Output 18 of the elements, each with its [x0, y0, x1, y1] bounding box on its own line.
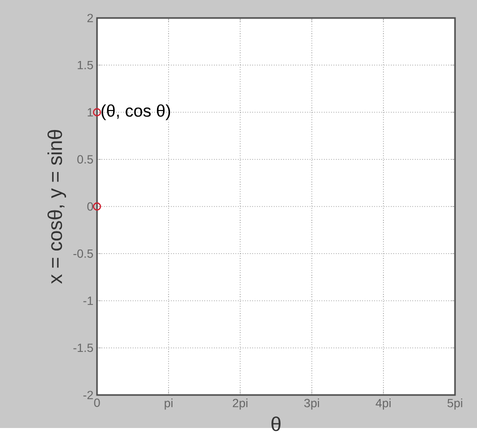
y-tick-label: 0.5 — [77, 154, 93, 164]
x-tick-label: 2pi — [232, 398, 248, 410]
y-tick-label: -1.5 — [73, 343, 93, 352]
y-axis-title: x = cosθ, y = sinθ — [47, 130, 66, 284]
x-tick-label: 5pi — [448, 398, 462, 410]
y-tick-label: 0 — [87, 202, 94, 210]
x-tick-label: 4pi — [376, 398, 391, 410]
x-tick-label: 0 — [94, 398, 100, 407]
y-tick-label: 1.5 — [78, 60, 93, 70]
y-tick-label: -0.5 — [73, 249, 93, 258]
x-axis-title: θ — [271, 416, 281, 431]
y-tick-label: -2 — [83, 390, 93, 399]
x-tick-label: 3pi — [304, 398, 319, 410]
y-tick-label: 1 — [88, 108, 93, 116]
x-tick-label: pi — [164, 398, 172, 410]
y-tick-label: -1 — [83, 296, 93, 305]
y-tick-label: 2 — [87, 14, 93, 22]
annotation: (θ, cos θ) — [102, 104, 170, 120]
